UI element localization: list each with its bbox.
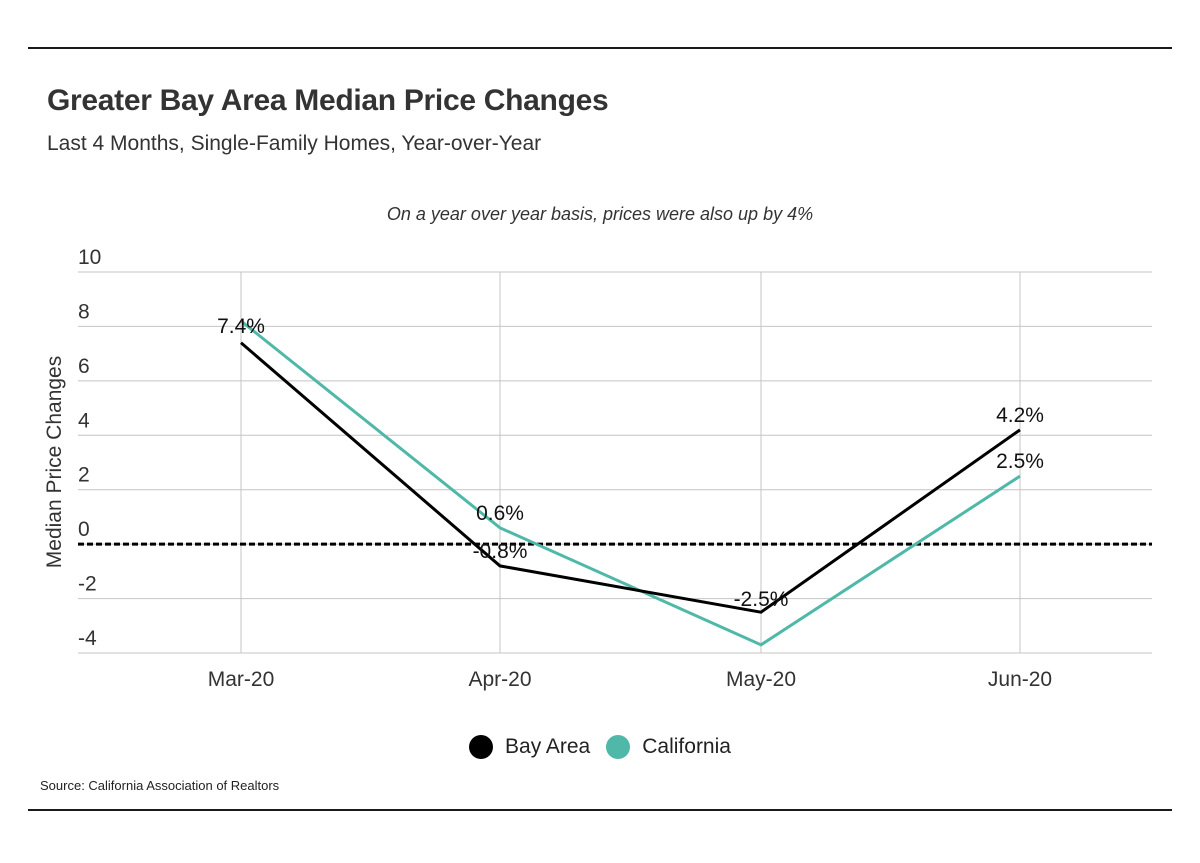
legend-label-bay-area: Bay Area [505,735,591,758]
legend: Bay Area California [0,735,1200,759]
chart-annotation: On a year over year basis, prices were a… [387,204,813,224]
x-tick-label: Jun-20 [988,668,1052,691]
y-tick-label: -4 [78,627,97,650]
y-axis-label: Median Price Changes [43,356,66,568]
data-label-bay-area: -0.8% [473,540,528,563]
chart-subtitle: Last 4 Months, Single-Family Homes, Year… [47,132,542,155]
top-rule [28,47,1172,49]
legend-swatch-california [606,735,631,759]
series-line-bay-area [240,341,1021,614]
y-tick-label: 6 [78,355,90,378]
y-tick-label: 0 [78,518,90,541]
y-tick-label: 10 [78,246,101,269]
y-tick-label: 2 [78,464,90,487]
data-label-bay-area: 7.4% [217,315,265,338]
y-tick-label: -2 [78,573,97,596]
legend-item-bay-area: Bay Area [469,735,590,759]
legend-item-california: California [606,735,731,759]
y-tick-label: 8 [78,300,90,323]
data-label-california: 2.5% [996,450,1044,473]
legend-swatch-bay-area [469,735,494,759]
x-tick-label: Apr-20 [468,668,531,691]
series-line-california [240,319,1021,647]
legend-label-california: California [642,735,731,758]
data-label-california: 0.6% [476,502,524,525]
data-label-bay-area: -2.5% [734,588,789,611]
y-tick-label: 4 [78,409,90,432]
chart-title: Greater Bay Area Median Price Changes [47,84,609,117]
x-tick-label: May-20 [726,668,796,691]
source-note: Source: California Association of Realto… [40,778,280,793]
bottom-rule [28,809,1172,811]
data-label-bay-area: 4.2% [996,404,1044,427]
x-tick-label: Mar-20 [208,668,275,691]
